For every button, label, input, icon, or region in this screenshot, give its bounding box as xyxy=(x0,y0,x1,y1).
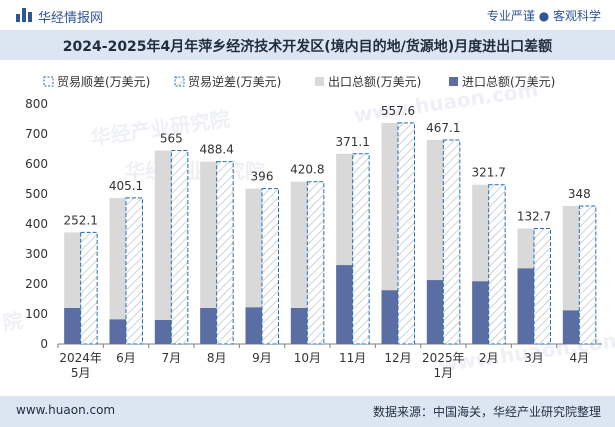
footer-site: www.huaon.com xyxy=(16,403,116,417)
deficit-data-label: 371.1 xyxy=(335,135,369,149)
deficit-bar xyxy=(533,228,551,345)
x-tick-label-line: 2024年 xyxy=(59,351,102,365)
x-tick-label-line: 8月 xyxy=(207,351,227,365)
x-tick-label-line: 7月 xyxy=(162,351,182,365)
deficit-data-label: 420.8 xyxy=(290,163,324,177)
y-tick-label: 0 xyxy=(40,337,48,351)
deficit-bar xyxy=(216,161,234,345)
deficit-data-label: 488.4 xyxy=(199,143,233,157)
legend-swatch-export xyxy=(315,77,324,86)
deficit-bar xyxy=(80,231,98,345)
import-bar xyxy=(381,290,398,344)
y-tick-label: 700 xyxy=(25,127,48,141)
x-tick-label: 11月 xyxy=(339,351,366,365)
footer-bar: www.huaon.com 数据来源：中国海关，华经产业研究院整理 xyxy=(0,396,615,427)
y-tick-label: 200 xyxy=(25,277,48,291)
deficit-data-label: 348 xyxy=(568,187,591,201)
deficit-data-label: 467.1 xyxy=(426,121,460,135)
x-tick-label-line: 9月 xyxy=(252,351,272,365)
import-bar xyxy=(562,310,580,344)
x-tick-label: 2月 xyxy=(479,351,499,365)
x-tick-label: 9月 xyxy=(252,351,272,365)
import-bar xyxy=(517,268,534,344)
x-tick-label-line: 3月 xyxy=(524,351,544,365)
x-tick-label-line: 12月 xyxy=(384,351,411,365)
title-bar: 2024-2025年4月年萍乡经济技术开发区(境内目的地/货源地)月度进出口差额 xyxy=(0,30,615,60)
x-tick-label-line: 2025年 xyxy=(422,351,465,365)
deficit-bar xyxy=(442,139,461,345)
x-tick-label: 4月 xyxy=(570,351,590,365)
deficit-bar xyxy=(397,122,415,345)
y-tick-label: 100 xyxy=(25,307,48,321)
x-tick-label: 2025年 1月 xyxy=(422,351,465,380)
x-tick-label-line: 5月 xyxy=(71,366,91,380)
chart-title: 2024-2025年4月年萍乡经济技术开发区(境内目的地/货源地)月度进出口差额 xyxy=(62,39,553,55)
deficit-bar xyxy=(352,153,370,345)
y-tick-label: 500 xyxy=(25,187,48,201)
x-tick-label: 2024年 5月 xyxy=(59,351,102,380)
legend-label: 贸易逆差(万美元) xyxy=(188,74,281,89)
import-bar xyxy=(245,307,262,344)
x-tick-label: 10月 xyxy=(294,351,321,365)
x-tick-label: 12月 xyxy=(384,351,411,365)
watermark-text: 华经产业研究院 xyxy=(125,159,265,183)
x-tick-label: 7月 xyxy=(162,351,182,365)
deficit-data-label: 252.1 xyxy=(63,213,97,227)
deficit-bar xyxy=(488,184,506,345)
import-bar xyxy=(290,308,308,344)
x-tick-label: 8月 xyxy=(207,351,227,365)
deficit-bar xyxy=(306,181,325,345)
y-tick-label: 600 xyxy=(25,157,48,171)
legend-swatch-deficit xyxy=(174,76,185,87)
legend-label: 进口总额(万美元) xyxy=(462,75,555,89)
x-tick-label-line: 4月 xyxy=(570,351,590,365)
deficit-data-label: 132.7 xyxy=(517,210,551,224)
legend-label: 出口总额(万美元) xyxy=(328,75,421,89)
deficit-bar xyxy=(125,197,143,345)
deficit-bar xyxy=(578,205,597,345)
import-bar xyxy=(426,280,444,344)
x-tick-label: 6月 xyxy=(116,351,136,365)
top-bar: 华经情报网 专业严谨 ● 客观科学 xyxy=(0,0,615,30)
x-tick-label: 3月 xyxy=(524,351,544,365)
deficit-bar xyxy=(261,188,279,345)
y-tick-label: 400 xyxy=(25,217,48,231)
deficit-bar xyxy=(170,150,189,345)
x-tick-label-line: 10月 xyxy=(294,351,321,365)
x-tick-label-line: 1月 xyxy=(434,366,454,380)
import-bar xyxy=(154,320,172,344)
watermark-text: 院 xyxy=(1,308,24,335)
import-bar xyxy=(64,308,81,344)
import-bar xyxy=(472,281,489,344)
legend-swatch-surplus xyxy=(43,76,54,87)
brand-tagline: 专业严谨 ● 客观科学 xyxy=(486,9,601,23)
import-bar xyxy=(336,265,353,344)
chart-svg: 华经产业研究院www.huaon.com华经产业研究院www.huaon.com… xyxy=(1,74,615,380)
deficit-data-label: 405.1 xyxy=(109,179,143,193)
legend-label: 贸易顺差(万美元) xyxy=(57,75,150,89)
x-tick-label-line: 11月 xyxy=(339,351,366,365)
import-bar xyxy=(200,308,217,344)
deficit-data-label: 557.6 xyxy=(381,104,415,118)
deficit-data-label: 321.7 xyxy=(471,166,505,180)
y-tick-label: 300 xyxy=(25,247,48,261)
legend-swatch-import xyxy=(449,77,458,86)
x-tick-label-line: 6月 xyxy=(116,351,136,365)
x-tick-label-line: 2月 xyxy=(479,351,499,365)
bar-chart-logo-icon xyxy=(16,8,32,22)
deficit-data-label: 396 xyxy=(251,170,274,184)
import-bar xyxy=(109,319,126,344)
y-tick-label: 800 xyxy=(25,97,48,111)
deficit-data-label: 565 xyxy=(160,132,183,146)
brand-name: 华经情报网 xyxy=(38,11,104,26)
footer-source: 数据来源：中国海关，华经产业研究院整理 xyxy=(372,405,601,419)
